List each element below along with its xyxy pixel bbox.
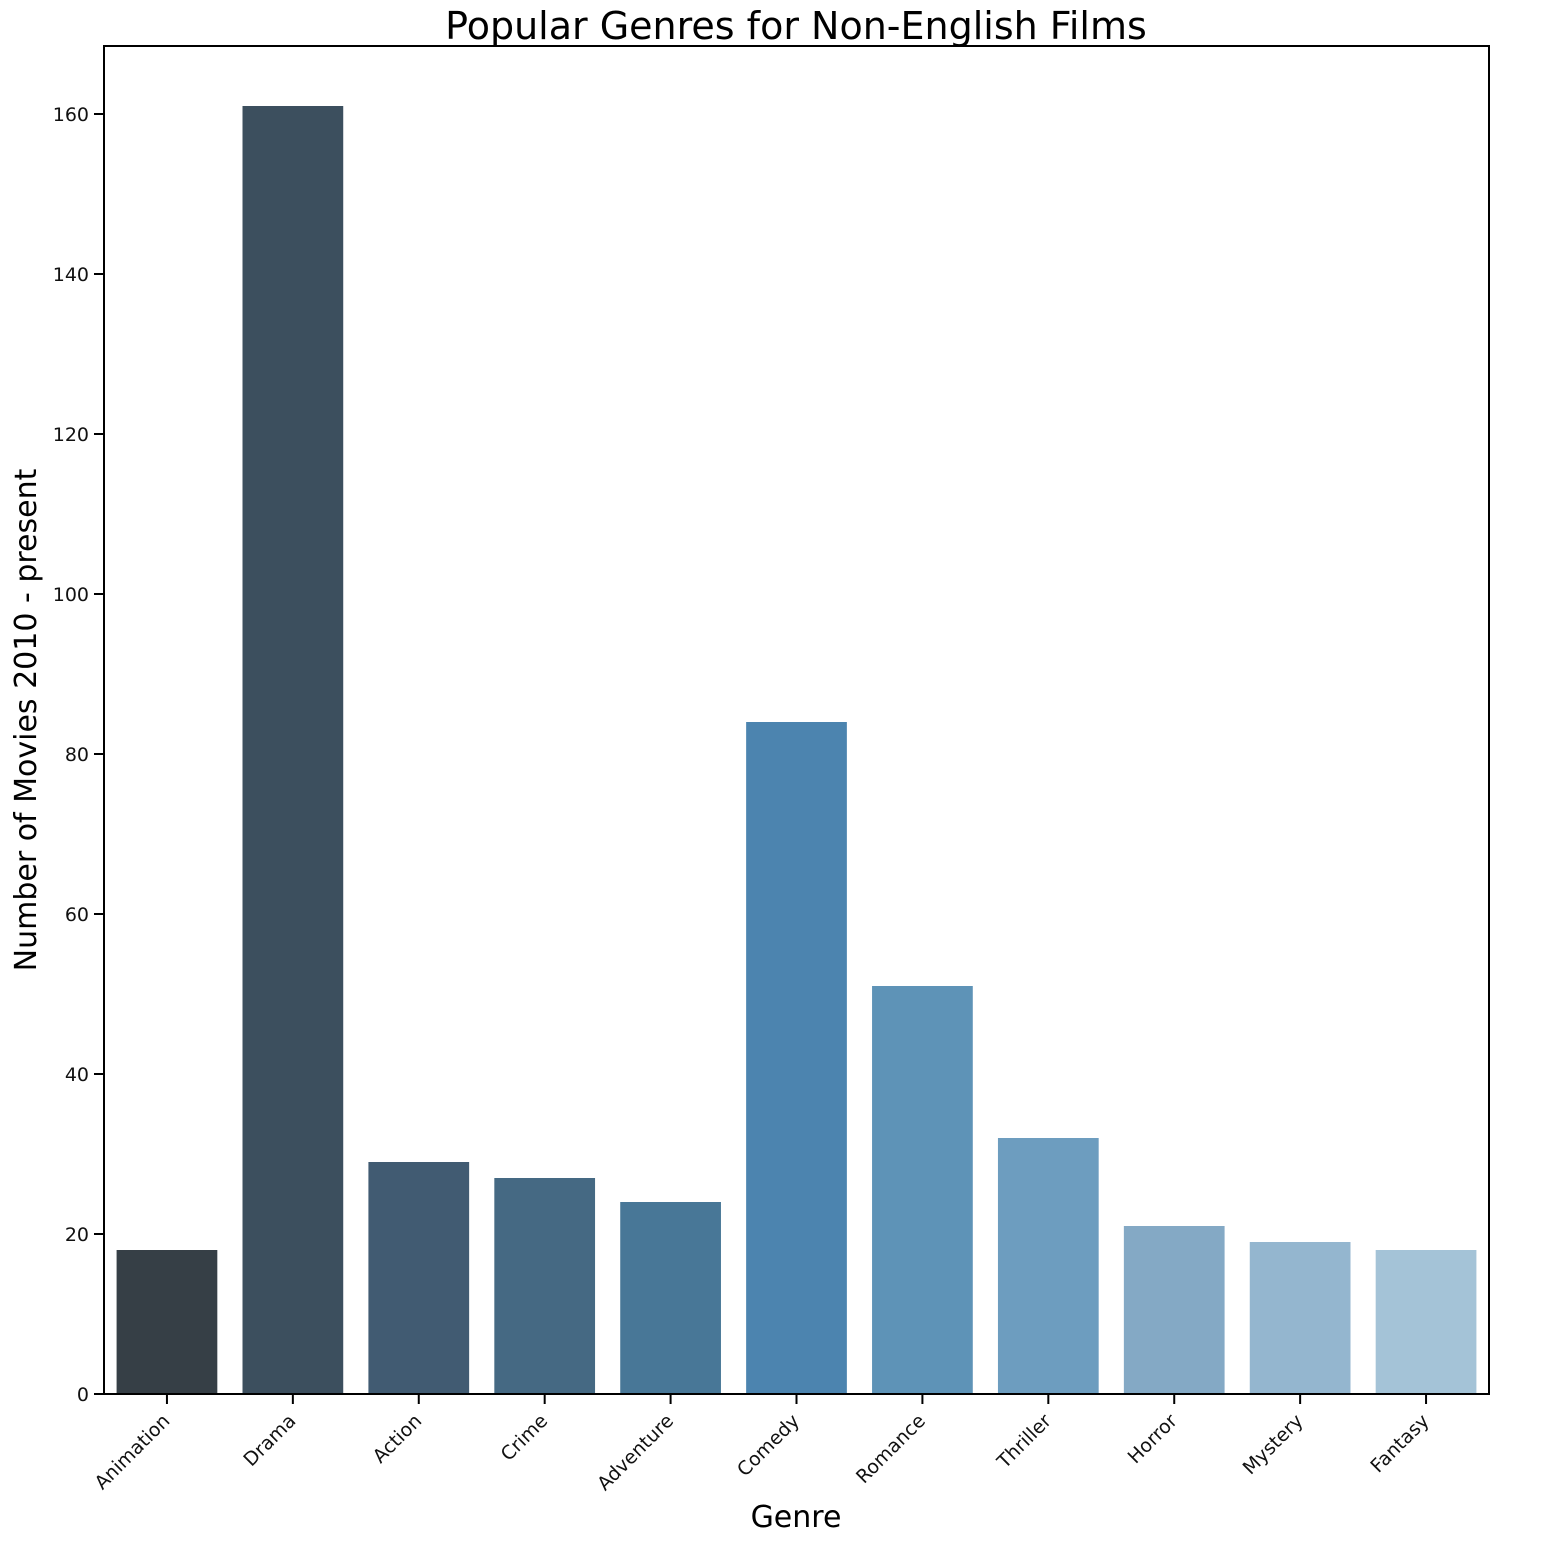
plot-frame: [103, 45, 1490, 1395]
bar-crime: [494, 1178, 596, 1394]
x-tick-label-crime: Crime: [497, 1410, 553, 1466]
bar-animation: [116, 1250, 218, 1394]
chart-title: Popular Genres for Non-English Films: [445, 4, 1147, 48]
bar-horror: [1123, 1226, 1225, 1394]
bar-thriller: [997, 1138, 1099, 1394]
y-tick-label-80: 80: [65, 744, 89, 766]
y-tick-label-0: 0: [77, 1384, 89, 1406]
x-tick-label-action: Action: [369, 1410, 427, 1468]
bars-group: [116, 106, 1477, 1394]
y-tick-label-140: 140: [53, 264, 89, 286]
bar-romance: [872, 986, 973, 1394]
y-axis: 0 20 40 60 80 100 120 140 160: [53, 104, 104, 1406]
x-tick-label-fantasy: Fantasy: [1366, 1410, 1433, 1477]
x-axis-label: Genre: [751, 1500, 842, 1535]
y-tick-label-20: 20: [65, 1224, 89, 1246]
x-tick-label-animation: Animation: [90, 1410, 174, 1494]
x-tick-label-comedy: Comedy: [733, 1410, 804, 1481]
bar-fantasy: [1375, 1250, 1477, 1394]
x-tick-label-thriller: Thriller: [992, 1410, 1056, 1474]
y-axis-label: Number of Movies 2010 - present: [9, 468, 44, 971]
bar-action: [368, 1162, 470, 1394]
bar-comedy: [746, 722, 847, 1394]
y-tick-label-40: 40: [65, 1064, 89, 1086]
x-tick-label-horror: Horror: [1124, 1410, 1182, 1468]
bar-mystery: [1249, 1242, 1351, 1394]
y-tick-label-120: 120: [53, 424, 89, 446]
x-tick-label-adventure: Adventure: [593, 1410, 678, 1495]
y-tick-label-60: 60: [65, 904, 89, 926]
y-tick-label-100: 100: [53, 584, 89, 606]
bar-adventure: [620, 1202, 721, 1394]
bar-drama: [242, 106, 344, 1394]
x-tick-label-romance: Romance: [852, 1410, 930, 1488]
x-tick-label-mystery: Mystery: [1239, 1410, 1308, 1479]
x-tick-label-drama: Drama: [239, 1410, 300, 1471]
y-tick-label-160: 160: [53, 104, 89, 126]
x-axis: Animation Drama Action Crime Adventure Comedy…: [90, 1394, 1434, 1495]
